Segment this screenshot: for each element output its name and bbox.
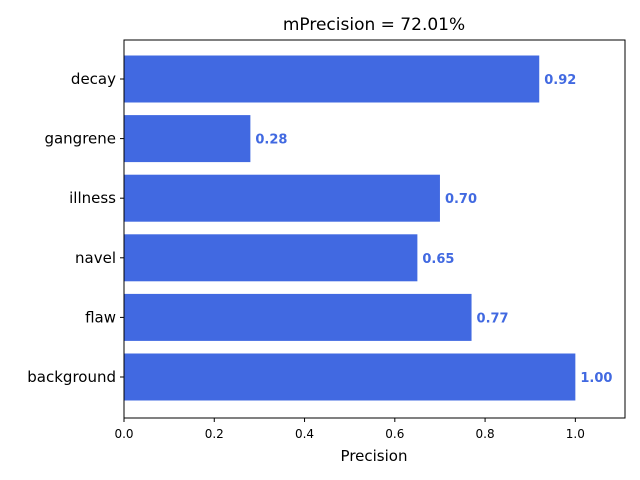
bar-background [124,353,576,401]
data-label-flaw: 0.77 [477,311,509,326]
category-label-background: background [27,368,116,386]
data-labels: 0.92 0.28 0.70 0.65 0.77 1.00 [255,73,612,386]
x-tick-label: 0.2 [205,427,224,441]
plot-frame [123,39,626,419]
x-axis: 0.0 0.2 0.4 0.6 0.8 1.0 [114,418,585,441]
category-label-decay: decay [71,70,116,88]
bar-illness [124,174,440,222]
chart-title: mPrecision = 72.01% [283,15,465,35]
bar-flaw [124,293,472,341]
category-label-flaw: flaw [85,308,116,326]
category-labels: decay gangrene illness navel flaw background [27,70,124,386]
data-label-illness: 0.70 [445,192,477,207]
category-label-illness: illness [69,189,116,207]
x-tick-label: 0.0 [114,427,133,441]
category-label-navel: navel [75,249,116,267]
data-label-decay: 0.92 [544,73,576,88]
bars-group [124,55,576,401]
data-label-gangrene: 0.28 [255,133,287,148]
bar-gangrene [124,115,251,163]
bar-decay [124,55,540,103]
x-axis-label: Precision [341,447,408,465]
x-tick-label: 1.0 [566,427,585,441]
x-tick-label: 0.8 [476,427,495,441]
x-tick-label: 0.6 [385,427,404,441]
category-label-gangrene: gangrene [44,130,116,148]
data-label-navel: 0.65 [422,252,454,267]
data-label-background: 1.00 [580,371,612,386]
x-tick-label: 0.4 [295,427,314,441]
bar-navel [124,234,418,282]
